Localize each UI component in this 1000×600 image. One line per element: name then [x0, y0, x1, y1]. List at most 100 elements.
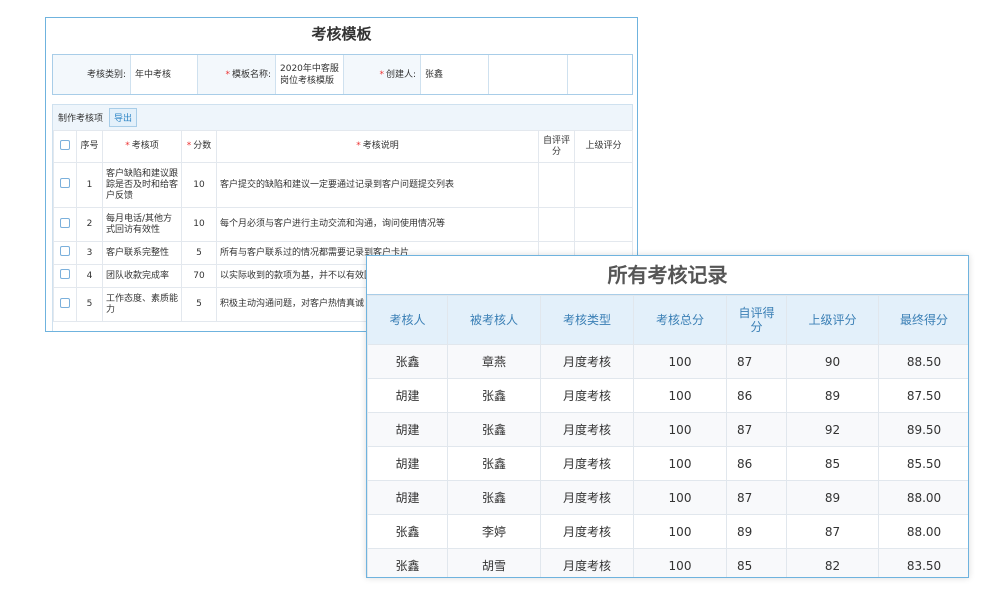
record-cell: 89.50 — [878, 412, 968, 447]
item-cell: 1 — [76, 162, 103, 208]
record-cell: 月度考核 — [540, 378, 634, 413]
export-button[interactable]: 导出 — [109, 108, 138, 127]
record-cell: 胡建 — [367, 446, 448, 481]
record-cell: 章燕 — [447, 344, 541, 379]
required-mark: * — [225, 69, 230, 80]
info-label-text: 创建人: — [385, 69, 416, 80]
record-cell: 87 — [786, 514, 879, 549]
record-cell: 张鑫 — [447, 446, 541, 481]
record-cell: 胡雪 — [447, 548, 541, 577]
record-row: 张鑫 章燕 月度考核 100 87 90 88.50 — [367, 344, 968, 379]
header-text: 分数 — [193, 141, 212, 151]
item-cell — [538, 162, 575, 208]
record-cell: 月度考核 — [540, 514, 634, 549]
template-title: 考核模板 — [311, 25, 372, 43]
record-cell: 89 — [726, 514, 787, 549]
info-label-text: 模板名称: — [231, 69, 271, 80]
item-cell: 5 — [181, 287, 217, 322]
header-cell: * 分数 — [181, 130, 217, 163]
header-cell: 考核总分 — [633, 295, 727, 345]
info-label-text: 考核类别: — [86, 69, 126, 80]
record-cell: 胡建 — [367, 480, 448, 515]
record-cell: 100 — [633, 446, 727, 481]
info-empty — [568, 55, 632, 94]
checkbox[interactable] — [60, 297, 70, 308]
record-cell: 90 — [786, 344, 879, 379]
record-cell: 85 — [726, 548, 787, 577]
record-cell: 82 — [786, 548, 879, 577]
item-cell: 5 — [76, 287, 103, 322]
records-panel: 所有考核记录 考核人 被考核人 考核类型 考核总分 自评得分 上级评分 最终得分 张鑫 章燕 月度… — [366, 255, 969, 578]
item-cell: 70 — [181, 264, 217, 288]
item-cell: 客户提交的缺陷和建议一定要通过记录到客户问题提交列表 — [216, 162, 539, 208]
record-cell: 87 — [726, 480, 787, 515]
header-cell: 自评评分 — [538, 130, 575, 163]
header-row: 考核人 被考核人 考核类型 考核总分 自评得分 上级评分 最终得分 — [367, 295, 968, 345]
item-cell: 每个月必须与客户进行主动交流和沟通，询问使用情况等 — [216, 207, 539, 242]
record-cell: 87.50 — [878, 378, 968, 413]
record-cell: 月度考核 — [540, 480, 634, 515]
checkbox-cell — [53, 264, 77, 288]
header-cell: 考核人 — [367, 295, 448, 345]
record-cell: 张鑫 — [447, 412, 541, 447]
record-cell: 张鑫 — [367, 344, 448, 379]
record-row: 胡建 张鑫 月度考核 100 87 92 89.50 — [367, 412, 968, 447]
required-mark: * — [356, 141, 361, 151]
header-cell: 上级评分 — [786, 295, 879, 345]
item-cell: 团队收款完成率 — [102, 264, 182, 288]
header-cell: * 考核项 — [102, 130, 182, 163]
record-cell: 85 — [786, 446, 879, 481]
header-text: 自评评分 — [542, 135, 570, 157]
checkbox-cell — [53, 162, 77, 208]
record-cell: 88.00 — [878, 480, 968, 515]
record-cell: 88.00 — [878, 514, 968, 549]
checkbox[interactable] — [60, 217, 70, 228]
record-cell: 胡建 — [367, 412, 448, 447]
checkbox-cell — [53, 287, 77, 322]
checkbox[interactable] — [60, 178, 70, 188]
header-text: 序号 — [80, 141, 99, 151]
record-cell: 100 — [633, 480, 727, 515]
info-value: 张鑫 — [421, 55, 489, 94]
record-row: 张鑫 李婷 月度考核 100 89 87 88.00 — [367, 514, 968, 549]
info-value-text: 张鑫 — [425, 69, 444, 80]
record-cell: 86 — [726, 378, 787, 413]
info-value: 年中考核 — [131, 55, 198, 94]
required-mark: * — [379, 69, 384, 80]
record-cell: 月度考核 — [540, 412, 634, 447]
item-cell: 5 — [181, 241, 217, 265]
item-cell: 10 — [181, 162, 217, 208]
info-label: * 创建人: — [344, 55, 421, 94]
record-cell: 100 — [633, 412, 727, 447]
item-cell: 客户联系完整性 — [102, 241, 182, 265]
header-cell: 最终得分 — [878, 295, 968, 345]
info-value-text: 年中考核 — [135, 69, 172, 80]
record-row: 胡建 张鑫 月度考核 100 86 89 87.50 — [367, 378, 968, 413]
item-cell — [574, 162, 633, 208]
header-cell: 考核类型 — [540, 295, 634, 345]
checkbox[interactable] — [60, 269, 70, 279]
record-cell: 92 — [786, 412, 879, 447]
checkbox-cell — [53, 130, 77, 163]
checkbox[interactable] — [60, 139, 70, 150]
item-cell: 每月电话/其他方式回访有效性 — [102, 207, 182, 242]
header-text: 考核说明 — [362, 141, 399, 151]
item-row: 2 每月电话/其他方式回访有效性 10 每个月必须与客户进行主动交流和沟通，询问使用情… — [53, 207, 633, 242]
records-title: 所有考核记录 — [367, 256, 968, 295]
record-row: 张鑫 胡雪 月度考核 100 85 82 83.50 — [367, 548, 968, 577]
template-panel: 考核模板 考核类别: 年中考核 * 模板名称: 2020年中客服岗位考核模版 * 创建人: 张… — [45, 17, 638, 332]
item-cell: 4 — [76, 264, 103, 288]
record-cell: 100 — [633, 344, 727, 379]
header-cell: 序号 — [76, 130, 103, 163]
items-box: 制作考核项 导出 序号 * 考核项 * 分数 * 考核说明 自评评分 上级评分 1 客户缺陷和建议跟踪… — [52, 104, 633, 331]
item-cell: 10 — [181, 207, 217, 242]
checkbox[interactable] — [60, 246, 70, 256]
toolbar: 制作考核项 导出 — [53, 105, 632, 130]
record-row: 胡建 张鑫 月度考核 100 86 85 85.50 — [367, 446, 968, 481]
header-cell: * 考核说明 — [216, 130, 539, 163]
header-cell: 被考核人 — [447, 295, 541, 345]
record-cell: 张鑫 — [447, 378, 541, 413]
header-cell: 上级评分 — [574, 130, 633, 163]
info-empty — [489, 55, 568, 94]
